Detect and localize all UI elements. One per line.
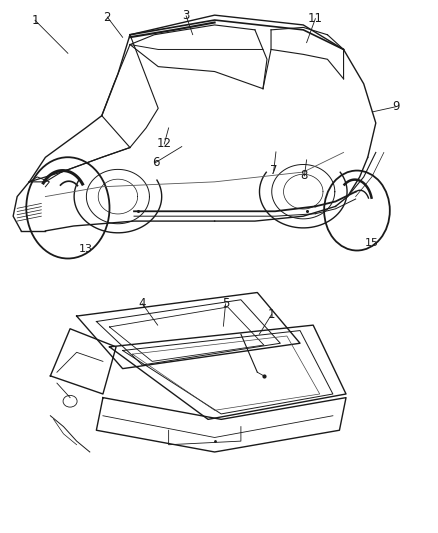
Text: 15: 15: [365, 238, 379, 248]
Text: 12: 12: [157, 138, 172, 150]
Text: 1: 1: [31, 14, 39, 27]
Text: 7: 7: [270, 164, 278, 177]
Text: 9: 9: [392, 100, 400, 113]
Text: 2: 2: [103, 11, 111, 23]
Text: 3: 3: [183, 10, 190, 22]
Text: 13: 13: [78, 244, 92, 254]
Text: 6: 6: [152, 156, 159, 169]
Text: 5: 5: [222, 297, 229, 310]
Text: 8: 8: [301, 169, 308, 182]
Text: 4: 4: [138, 297, 146, 310]
Text: 11: 11: [308, 12, 323, 25]
Text: 1: 1: [268, 308, 276, 321]
